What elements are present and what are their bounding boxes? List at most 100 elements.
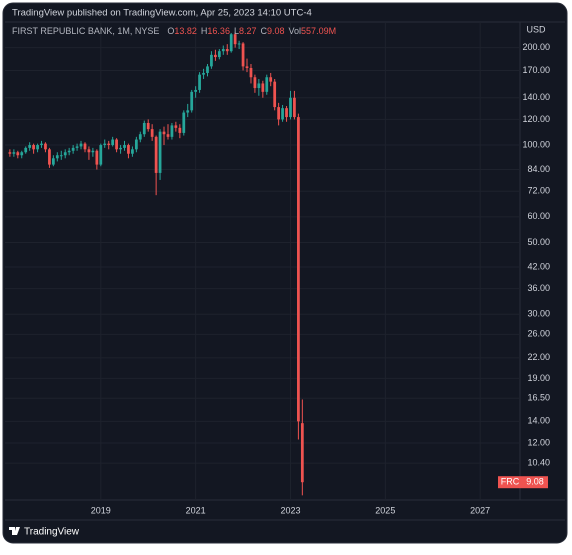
candle-body: [194, 89, 198, 92]
legend-title: FIRST REPUBLIC BANK, 1M, NYSE: [12, 26, 159, 36]
legend-value: 13.82: [174, 26, 197, 36]
legend: FIRST REPUBLIC BANK, 1M, NYSE O13.82 H16.3…: [12, 26, 336, 36]
candle-body: [142, 122, 146, 135]
candle-body: [55, 155, 59, 159]
y-tick-label: 100.00: [522, 139, 550, 149]
candle-body: [59, 155, 63, 157]
candle-body: [300, 423, 304, 483]
candle-body: [48, 149, 51, 165]
frame: [2, 2, 568, 544]
legend-value: 8.27: [239, 26, 257, 36]
candle-body: [134, 139, 138, 150]
y-tick-label: 72.00: [527, 186, 550, 196]
x-tick-label: 2025: [375, 505, 395, 515]
candle-body: [285, 108, 288, 118]
candle-body: [40, 143, 43, 146]
candle-body: [221, 49, 225, 52]
legend-label: Vol: [289, 26, 302, 36]
candle-body: [107, 143, 111, 146]
candle-body: [206, 66, 209, 73]
candle-body: [32, 145, 35, 150]
candle-body: [245, 66, 249, 69]
legend-label: H: [201, 26, 208, 36]
candle-body: [127, 145, 130, 154]
candle-body: [178, 127, 182, 133]
y-tick-label: 170.00: [522, 65, 550, 75]
candle-body: [111, 139, 115, 146]
candle-body: [257, 83, 261, 89]
candle-body: [20, 152, 24, 156]
candle-body: [36, 145, 39, 150]
y-tick-label: 12.00: [527, 437, 550, 447]
candle-body: [166, 134, 170, 137]
candle-body: [16, 152, 20, 156]
footer: TradingView: [24, 527, 80, 538]
candle-body: [83, 143, 87, 150]
candle-body: [297, 117, 300, 422]
y-tick-label: 16.50: [527, 393, 550, 403]
price-badge: [498, 476, 548, 489]
candle-body: [99, 145, 103, 165]
candle-body: [269, 77, 273, 82]
y-tick-label: 84.00: [527, 164, 550, 174]
candle-body: [12, 152, 16, 154]
candle-body: [214, 54, 217, 58]
candle-body: [63, 152, 67, 156]
legend-label: O: [167, 26, 174, 36]
candle-body: [138, 134, 142, 140]
candle-body: [24, 147, 28, 153]
candle-body: [79, 143, 83, 147]
candle-body: [146, 122, 150, 130]
candle-body: [71, 147, 75, 151]
legend-value: 9.08: [267, 26, 285, 36]
candle-body: [28, 145, 32, 148]
candle-body: [103, 143, 107, 146]
legend-value: 16.36: [207, 26, 230, 36]
candle-body: [198, 74, 201, 90]
y-tick-label: 50.00: [527, 237, 550, 247]
y-tick-label: 22.00: [527, 352, 550, 362]
candle-body: [233, 34, 237, 45]
candle-body: [265, 77, 269, 92]
candle-body: [91, 150, 95, 153]
y-tick-label: 36.00: [527, 283, 550, 293]
header: TradingView published on TradingView.com…: [12, 8, 312, 19]
candle-body: [253, 77, 257, 89]
candle-body: [229, 34, 233, 52]
candle-body: [217, 51, 221, 58]
candle-body: [293, 97, 296, 118]
candle-body: [186, 110, 190, 113]
candle-body: [162, 131, 166, 135]
y-tick-label: 42.00: [527, 261, 550, 271]
candle-body: [170, 125, 174, 137]
y-tick-label: 60.00: [527, 211, 550, 221]
x-tick-label: 2027: [470, 505, 490, 515]
candle-body: [158, 131, 162, 173]
y-tick-label: 200.00: [522, 42, 550, 52]
candle-body: [95, 150, 99, 165]
y-tick-label: 10.40: [527, 458, 550, 468]
candle-body: [123, 145, 126, 148]
legend-label: C: [261, 26, 268, 36]
candle-body: [87, 149, 91, 153]
badge-symbol: FRC: [501, 477, 520, 487]
candle-body: [154, 136, 158, 173]
badge-price: 9.08: [526, 477, 544, 487]
logo: [9, 527, 20, 535]
y-tick-label: 14.00: [527, 416, 550, 426]
candle-body: [8, 152, 12, 154]
candle-body: [51, 158, 55, 165]
candle-body: [289, 97, 292, 118]
candle-body: [241, 43, 245, 67]
candle-body: [150, 129, 154, 137]
candle-body: [174, 125, 178, 128]
candle-body: [210, 54, 213, 67]
candle-body: [225, 49, 229, 52]
candle-body: [115, 139, 118, 150]
candle-body: [67, 150, 71, 153]
legend-label: L: [234, 26, 239, 36]
x-tick-label: 2023: [280, 505, 300, 515]
x-tick-label: 2021: [186, 505, 206, 515]
grid: [5, 22, 520, 500]
